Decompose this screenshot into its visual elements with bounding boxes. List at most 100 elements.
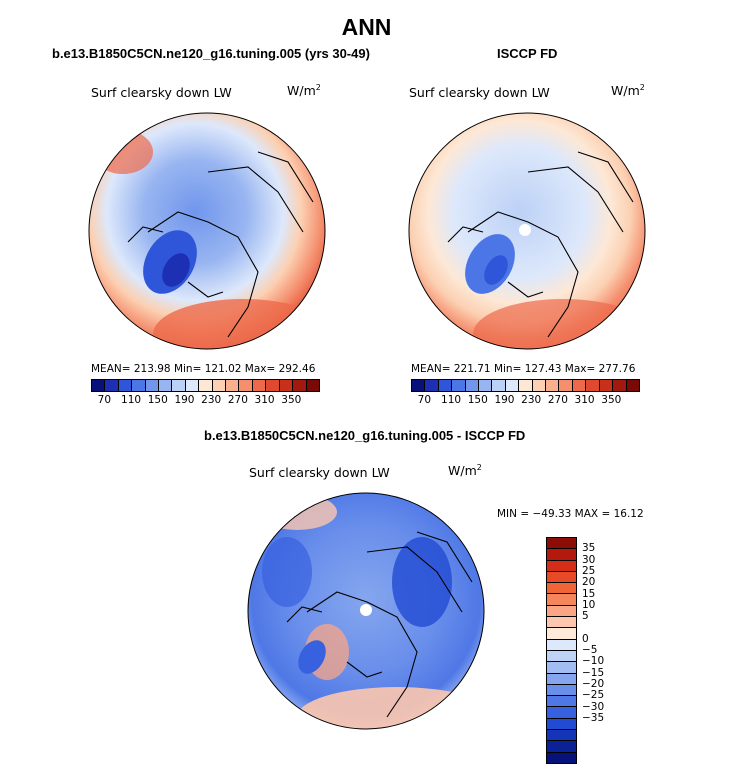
colorbar-swatch: [132, 380, 146, 391]
colorbar-swatch: [199, 380, 213, 391]
colorbar-swatch: [547, 730, 576, 742]
colorbar-swatch: [572, 380, 587, 391]
colorbar-tick-label: −25: [582, 689, 605, 702]
diff-variable-label: Surf clearsky down LW: [249, 465, 390, 480]
colorbar-tick-label: 350: [281, 394, 302, 406]
colorbar-tick-label: 150: [467, 394, 488, 406]
colorbar-swatch: [547, 583, 576, 595]
obs-panel-title: ISCCP FD: [497, 46, 558, 61]
model-stats: MEAN= 213.98 Min= 121.02 Max= 292.46: [91, 363, 316, 375]
colorbar-swatch: [293, 380, 307, 391]
obs-polar-map: [408, 112, 646, 350]
colorbar-tick-label: −5: [582, 644, 598, 656]
colorbar-swatch: [547, 538, 576, 550]
colorbar-swatch: [547, 673, 576, 685]
colorbar-swatch: [547, 617, 576, 629]
colorbar-swatch: [547, 605, 576, 618]
model-units-label: W/m2: [287, 83, 321, 99]
colorbar-swatch: [425, 380, 439, 391]
colorbar-swatch: [159, 380, 173, 391]
colorbar-tick-label: 20: [582, 576, 596, 589]
colorbar-swatch: [172, 380, 186, 391]
obs-units-label: W/m2: [611, 83, 645, 99]
colorbar-swatch: [547, 639, 576, 651]
colorbar-tick-label: 110: [121, 394, 142, 406]
colorbar-tick-label: 10: [582, 598, 596, 611]
obs-colorbar-ticks: 70 110 150 190 230 270 310 350: [411, 394, 638, 408]
diff-polar-map: [247, 492, 485, 730]
colorbar-tick-label: 270: [227, 394, 248, 406]
model-colorbar: [91, 379, 320, 392]
diff-colorbar: [546, 537, 577, 764]
figure-title: ANN: [341, 14, 392, 40]
colorbar-swatch: [185, 380, 200, 391]
model-colorbar-ticks: 70 110 150 190 230 270 310 350: [91, 394, 318, 408]
colorbar-tick-label: −35: [582, 711, 605, 724]
colorbar-swatch: [492, 380, 506, 391]
colorbar-swatch: [547, 662, 576, 674]
colorbar-swatch: [559, 380, 573, 391]
colorbar-swatch: [252, 380, 267, 391]
colorbar-swatch: [547, 571, 576, 584]
colorbar-swatch: [465, 380, 480, 391]
colorbar-tick-label: 190: [494, 394, 515, 406]
model-polar-map: [88, 112, 326, 350]
obs-variable-label: Surf clearsky down LW: [409, 85, 550, 100]
colorbar-tick-label: 70: [417, 394, 432, 406]
colorbar-tick-label: 15: [582, 587, 596, 600]
colorbar-swatch: [586, 380, 600, 391]
colorbar-tick-label: 110: [441, 394, 462, 406]
model-variable-label: Surf clearsky down LW: [91, 85, 232, 100]
colorbar-tick-label: 150: [147, 394, 168, 406]
diff-stats: MIN = −49.33 MAX = 16.12: [497, 508, 644, 520]
colorbar-tick-label: 310: [574, 394, 595, 406]
colorbar-swatch: [226, 380, 240, 391]
colorbar-tick-label: −10: [582, 655, 605, 668]
colorbar-tick-label: 30: [582, 553, 596, 566]
colorbar-swatch: [599, 380, 614, 391]
colorbar-tick-label: 0: [582, 632, 589, 645]
colorbar-tick-label: −15: [582, 666, 605, 679]
colorbar-tick-label: 35: [582, 542, 596, 555]
colorbar-tick-label: 25: [582, 564, 596, 577]
obs-colorbar: [411, 379, 640, 392]
colorbar-swatch: [266, 380, 280, 391]
colorbar-swatch: [438, 380, 453, 391]
colorbar-tick-label: 270: [547, 394, 568, 406]
colorbar-swatch: [547, 684, 576, 697]
model-panel-title: b.e13.B1850C5CN.ne120_g16.tuning.005 (yr…: [52, 46, 370, 61]
colorbar-tick-label: 230: [201, 394, 222, 406]
colorbar-swatch: [547, 707, 576, 719]
colorbar-swatch: [505, 380, 520, 391]
colorbar-swatch: [613, 380, 627, 391]
colorbar-swatch: [92, 380, 106, 391]
colorbar-swatch: [239, 380, 253, 391]
colorbar-tick-label: −20: [582, 677, 605, 690]
colorbar-tick-label: 70: [97, 394, 112, 406]
colorbar-swatch: [547, 696, 576, 708]
colorbar-tick-label: 350: [601, 394, 622, 406]
colorbar-swatch: [306, 380, 319, 391]
colorbar-swatch: [412, 380, 426, 391]
colorbar-tick-label: 310: [254, 394, 275, 406]
colorbar-tick-label: 190: [174, 394, 195, 406]
colorbar-swatch: [547, 594, 576, 606]
colorbar-swatch: [547, 741, 576, 753]
diff-panel-title: b.e13.B1850C5CN.ne120_g16.tuning.005 - I…: [204, 428, 526, 443]
colorbar-swatch: [546, 380, 560, 391]
colorbar-swatch: [547, 752, 576, 763]
colorbar-swatch: [547, 560, 576, 572]
colorbar-swatch: [532, 380, 547, 391]
colorbar-swatch: [118, 380, 133, 391]
colorbar-swatch: [547, 650, 576, 663]
colorbar-swatch: [547, 549, 576, 561]
obs-stats: MEAN= 221.71 Min= 127.43 Max= 277.76: [411, 363, 636, 375]
colorbar-swatch: [145, 380, 160, 391]
colorbar-tick-label: 230: [521, 394, 542, 406]
colorbar-tick-label: −30: [582, 700, 605, 713]
colorbar-swatch: [519, 380, 533, 391]
colorbar-tick-label: 5: [582, 610, 589, 623]
colorbar-swatch: [105, 380, 119, 391]
colorbar-swatch: [626, 380, 639, 391]
colorbar-swatch: [452, 380, 466, 391]
